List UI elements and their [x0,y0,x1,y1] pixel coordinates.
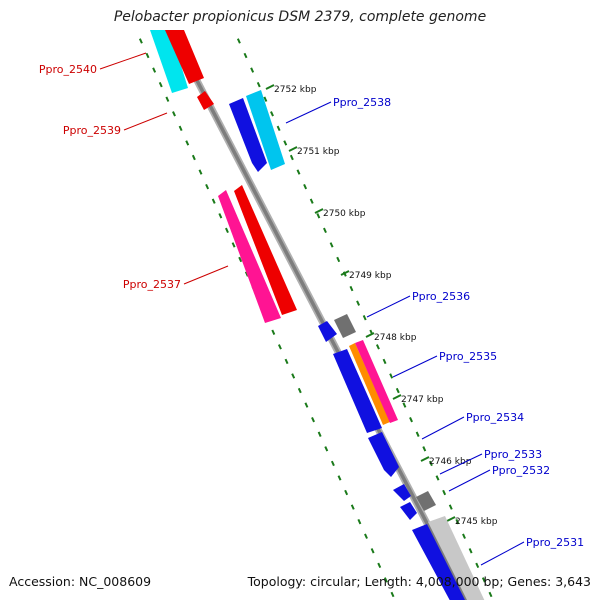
scale-tick [392,394,402,400]
gene-ppro-2533-gray[interactable] [416,491,436,511]
gene-ppro-2535-blue[interactable] [333,349,382,433]
gene-label[interactable]: Ppro_2538 [333,96,391,109]
scale-label: 2751 kbp [297,147,340,157]
gene-label[interactable]: Ppro_2537 [123,278,181,291]
scale-tick [265,84,275,90]
gene-label[interactable]: Ppro_2536 [412,290,470,303]
gene-leader-line [285,101,332,124]
gene-ppro-2536-gray[interactable] [334,314,356,338]
gene-leader-line [392,355,438,378]
gene-leader-line [480,541,525,566]
scale-label: 2747 kbp [401,395,444,405]
scale-labels: 2752 kbp 2751 kbp 2750 kbp 2749 kbp 2748 kbp… [274,85,498,527]
scale-tick [446,516,456,522]
gene-label[interactable]: Ppro_2534 [466,411,524,424]
gene-ppro-2531-gray[interactable] [428,516,489,600]
gene-ppro-2531-blue[interactable] [412,524,470,600]
scale-label: 2746 kbp [429,457,472,467]
gene-ppro-2536-blue[interactable] [318,321,337,342]
gene-leader-line [439,453,483,475]
gene-ppro-2539[interactable] [197,91,214,110]
scale-label: 2750 kbp [323,209,366,219]
gene-labels: Ppro_2540 Ppro_2539 Ppro_2538 Ppro_2537 Ppro… [39,52,584,566]
gene-ppro-2532[interactable] [400,502,417,520]
scale-tick [420,456,430,462]
gene-ppro-2533[interactable] [393,484,411,501]
scale-tick [314,208,324,214]
gene-leader-line [448,469,491,492]
gene-label[interactable]: Ppro_2539 [63,124,121,137]
scale-tick [365,332,375,338]
scale-ticks [265,84,456,522]
gene-ppro-2537-pink[interactable] [218,190,281,323]
gene-ppro-2535-orange[interactable] [349,343,390,425]
gene-label[interactable]: Ppro_2540 [39,63,97,76]
gene-leader-line [123,112,168,131]
gene-label[interactable]: Ppro_2531 [526,536,584,549]
gene-ppro-2538-cyan[interactable] [246,90,285,170]
gene-leader-line [366,295,411,318]
gene-label[interactable]: Ppro_2532 [492,464,550,477]
scale-label: 2749 kbp [349,271,392,281]
genome-summary-text: Topology: circular; Length: 4,008,000 bp… [247,574,591,589]
scale-tick [288,146,298,152]
gene-ppro-2535-pink[interactable] [355,340,398,423]
gene-ppro-2540-red[interactable] [165,30,204,84]
scale-label: 2748 kbp [374,333,417,343]
scale-tick [340,270,350,276]
gene-ppro-2537-red[interactable] [234,185,297,315]
gene-ppro-2534[interactable] [368,432,399,477]
accession-text: Accession: NC_008609 [9,574,152,589]
gene-label[interactable]: Ppro_2533 [484,448,542,461]
gene-leader-line [99,52,147,70]
genome-title: Pelobacter propionicus DSM 2379, complet… [113,9,487,25]
gene-ppro-2540-cyan[interactable] [150,30,188,93]
gene-leader-line [421,416,465,440]
gene-leader-line [183,265,229,285]
gene-ppro-2538-blue[interactable] [229,98,267,172]
scale-label: 2745 kbp [455,517,498,527]
scale-label: 2752 kbp [274,85,317,95]
gene-label[interactable]: Ppro_2535 [439,350,497,363]
